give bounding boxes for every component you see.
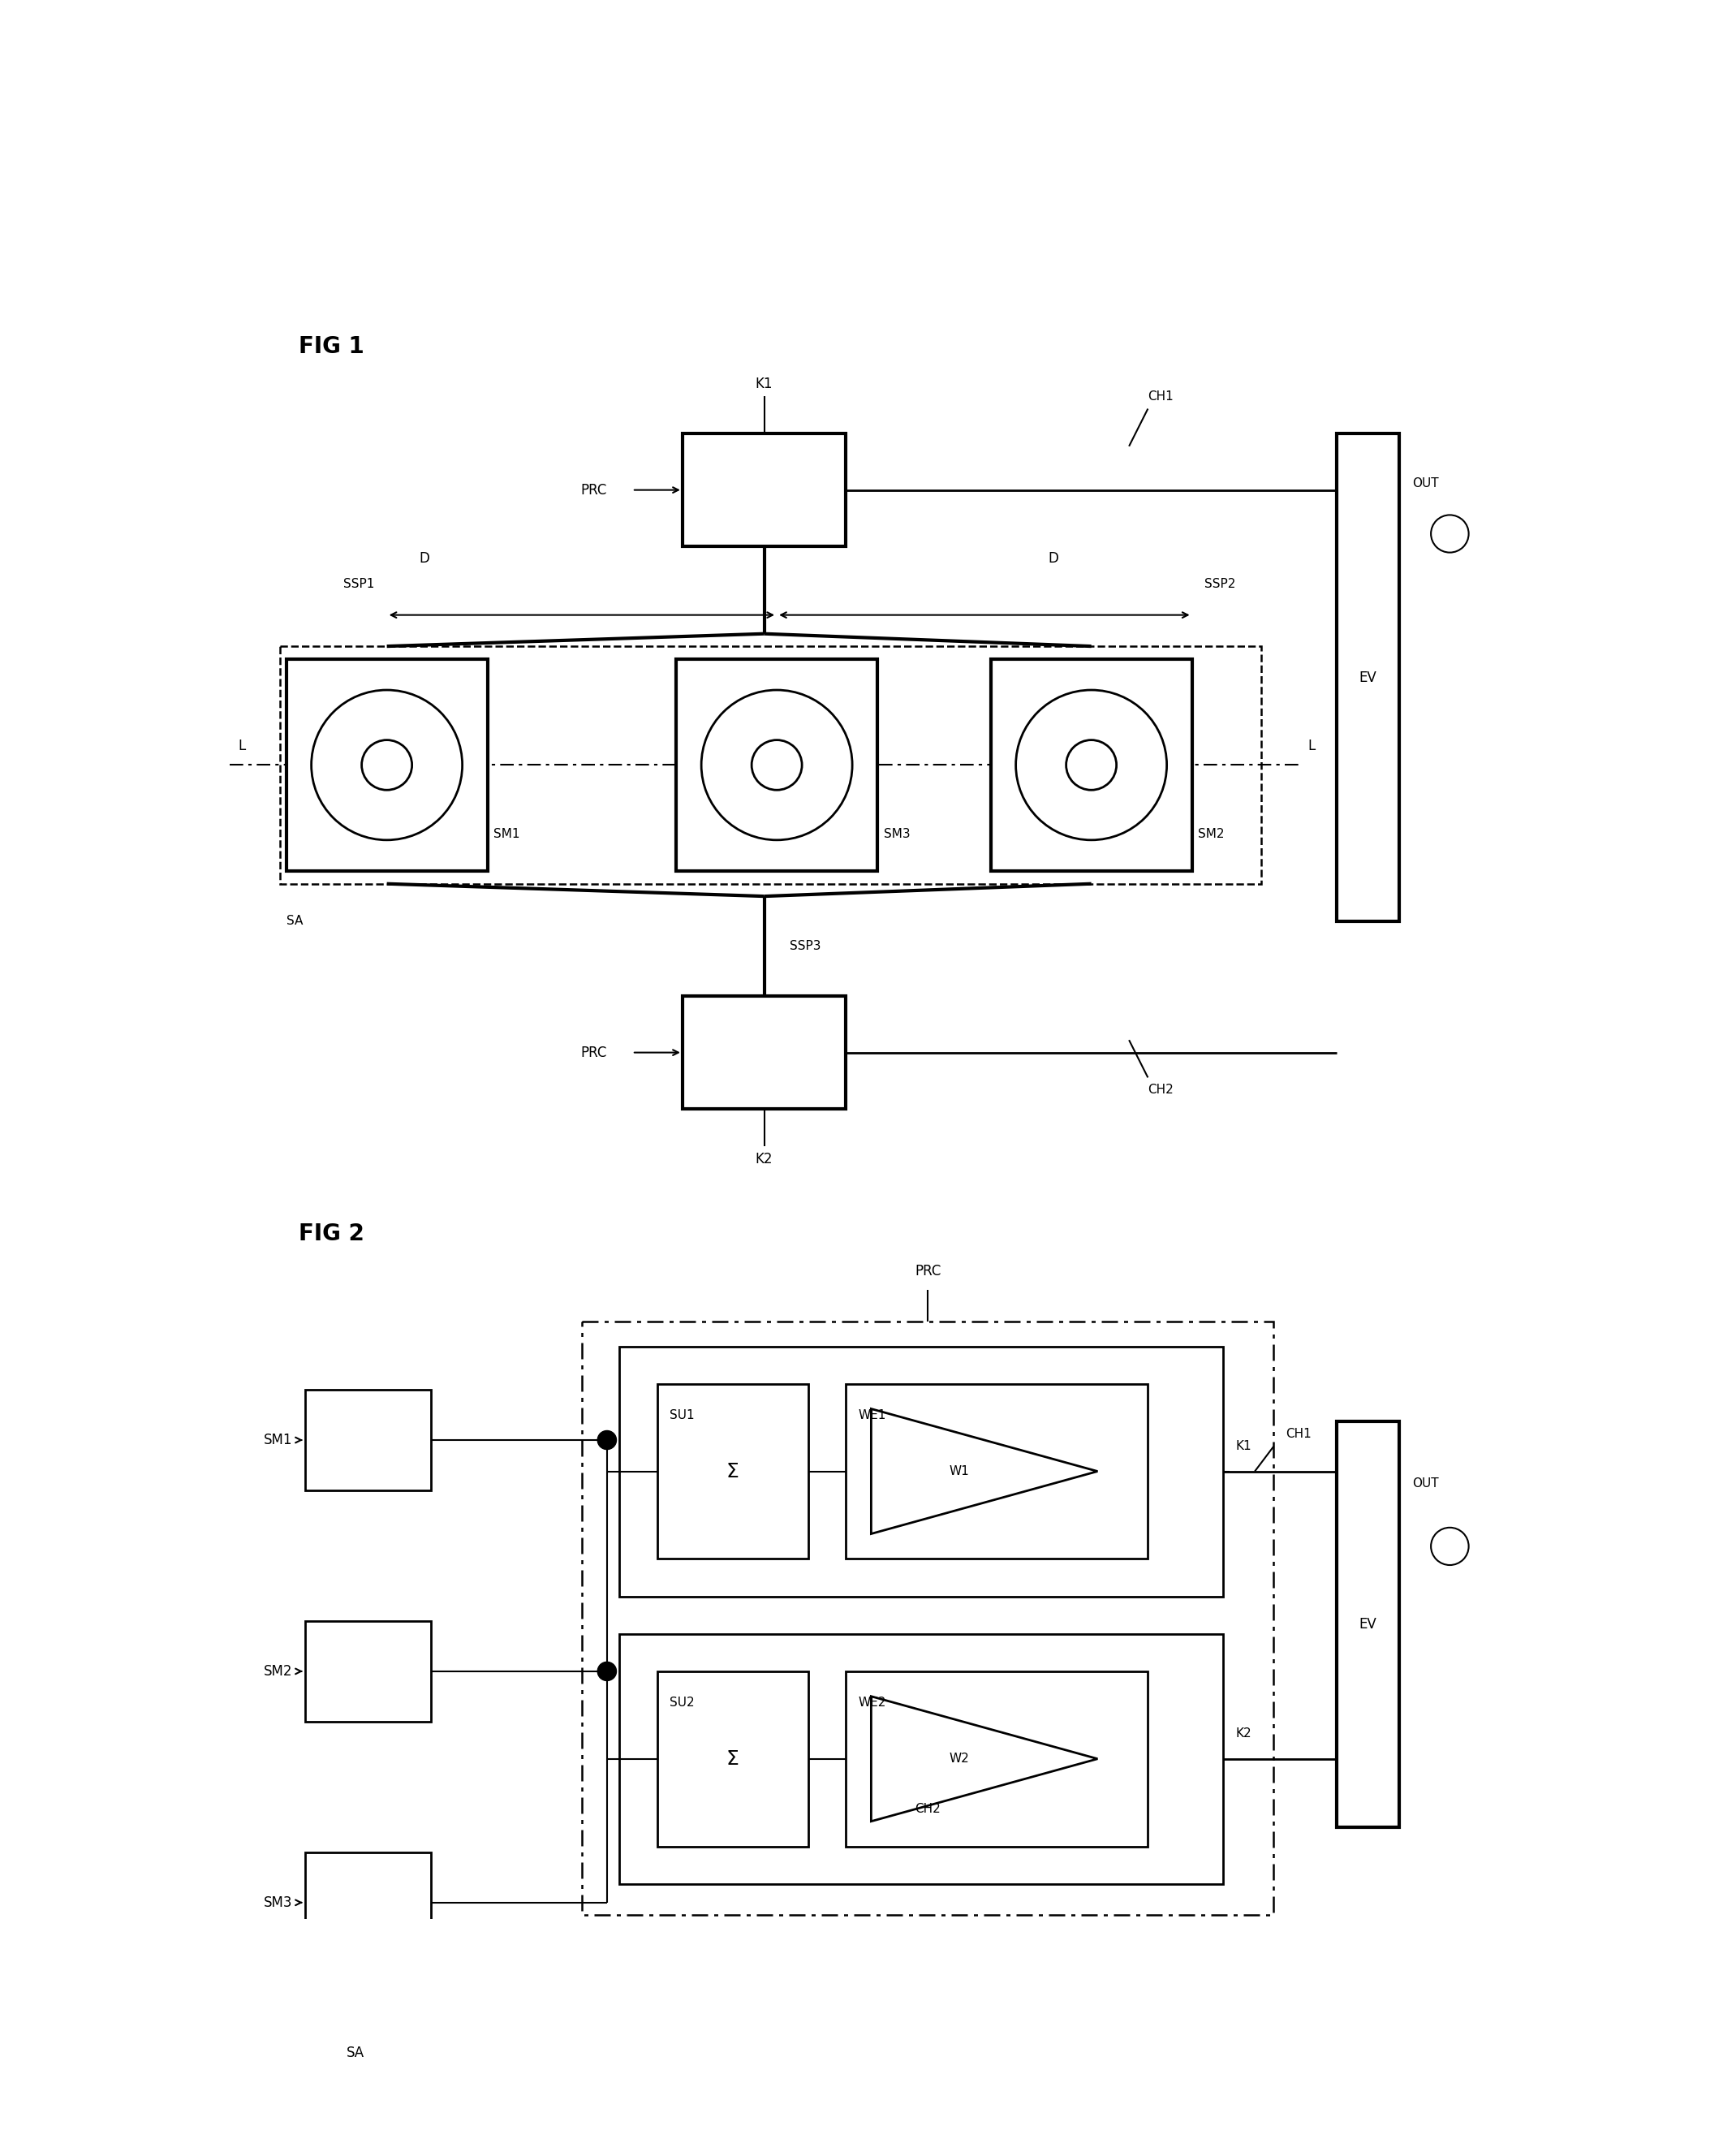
Text: OUT: OUT [1411, 479, 1439, 489]
Text: K2: K2 [755, 1151, 773, 1166]
Bar [620, 1345, 1224, 1595]
Text: K2: K2 [1236, 1727, 1252, 1740]
Text: SM3: SM3 [264, 1895, 292, 1910]
Text: CH1: CH1 [1147, 390, 1174, 403]
Text: EV: EV [1359, 1617, 1377, 1632]
Circle shape [597, 1662, 616, 1682]
Text: PRC: PRC [915, 1263, 941, 1279]
Text: CH2: CH2 [1147, 1084, 1174, 1095]
Text: K1: K1 [755, 377, 773, 390]
Bar [682, 433, 845, 545]
Text: OUT: OUT [1411, 1477, 1439, 1490]
Bar [1337, 1421, 1399, 1828]
Text: SM2: SM2 [1198, 828, 1224, 841]
Bar [658, 1671, 809, 1846]
Text: K1: K1 [1236, 1440, 1252, 1453]
Bar [279, 647, 1260, 884]
Text: FIG 2: FIG 2 [299, 1222, 365, 1246]
Bar [675, 660, 877, 871]
Text: L: L [238, 740, 247, 755]
Bar [845, 1384, 1147, 1559]
Text: CH1: CH1 [1286, 1427, 1311, 1440]
Bar [658, 1384, 809, 1559]
Bar [620, 1634, 1224, 1884]
Text: L: L [1307, 740, 1316, 755]
Text: SM1: SM1 [264, 1434, 292, 1447]
Bar [682, 996, 845, 1108]
Circle shape [1066, 740, 1116, 789]
Text: SU2: SU2 [670, 1697, 694, 1710]
Text: SM2: SM2 [264, 1664, 292, 1680]
Bar [991, 660, 1193, 871]
Text: FIG 1: FIG 1 [299, 334, 365, 358]
Circle shape [752, 740, 802, 789]
Circle shape [361, 740, 411, 789]
Circle shape [1430, 515, 1469, 552]
Bar [306, 1391, 431, 1490]
Text: SM3: SM3 [884, 828, 910, 841]
Text: D: D [420, 552, 431, 567]
Circle shape [597, 1432, 616, 1449]
Bar [1337, 433, 1399, 921]
Text: D: D [1049, 552, 1059, 567]
Text: SSP2: SSP2 [1205, 578, 1236, 591]
Circle shape [1016, 690, 1167, 841]
Bar [306, 1852, 431, 1953]
Text: Σ: Σ [726, 1749, 740, 1768]
Text: PRC: PRC [582, 1046, 608, 1061]
Text: EV: EV [1359, 671, 1377, 686]
Bar [286, 660, 488, 871]
Text: W2: W2 [950, 1753, 969, 1766]
Bar [582, 1322, 1274, 1915]
Polygon shape [871, 1697, 1097, 1822]
Circle shape [701, 690, 852, 841]
Text: SA: SA [347, 2046, 365, 2059]
Text: SSP1: SSP1 [344, 578, 375, 591]
Text: SM1: SM1 [493, 828, 521, 841]
Bar [306, 1621, 431, 1720]
Text: WE2: WE2 [859, 1697, 887, 1710]
Text: PRC: PRC [582, 483, 608, 498]
Bar [845, 1671, 1147, 1846]
Text: Σ: Σ [726, 1462, 740, 1481]
Text: SU1: SU1 [670, 1410, 694, 1421]
Text: SA: SA [286, 914, 302, 927]
Text: WE1: WE1 [859, 1410, 887, 1421]
Circle shape [1430, 1529, 1469, 1565]
Text: SSP3: SSP3 [790, 940, 821, 953]
Polygon shape [871, 1408, 1097, 1533]
Text: W1: W1 [950, 1466, 969, 1477]
Text: CH2: CH2 [915, 1802, 941, 1815]
Circle shape [311, 690, 462, 841]
